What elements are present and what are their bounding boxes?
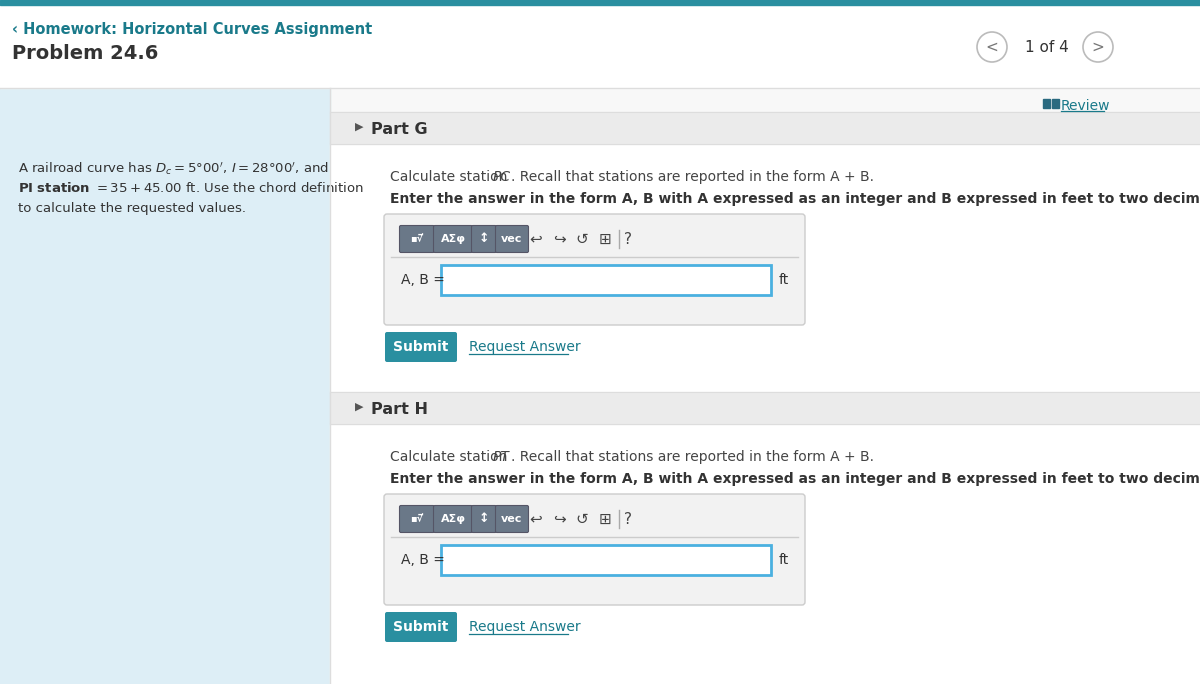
Text: Calculate station: Calculate station <box>390 170 511 184</box>
Bar <box>442 265 772 295</box>
Text: ⊞: ⊞ <box>599 231 611 246</box>
Text: ΑΣφ: ΑΣφ <box>440 234 466 244</box>
FancyBboxPatch shape <box>385 612 457 642</box>
Text: >: > <box>1092 40 1104 55</box>
Text: ↺: ↺ <box>576 231 588 246</box>
Text: . Recall that stations are reported in the form A + B.: . Recall that stations are reported in t… <box>511 450 874 464</box>
FancyBboxPatch shape <box>385 332 457 362</box>
Circle shape <box>1084 32 1114 62</box>
Bar <box>1043 99 1050 108</box>
Text: A railroad curve has $D_c = 5°00',\/ I = 28°00'$, and: A railroad curve has $D_c = 5°00',\/ I =… <box>18 160 329 176</box>
Text: Submit: Submit <box>394 340 449 354</box>
Text: Review: Review <box>1061 99 1110 113</box>
Text: to calculate the requested values.: to calculate the requested values. <box>18 202 246 215</box>
Text: 1 of 4: 1 of 4 <box>1025 40 1069 55</box>
Bar <box>330 424 1200 684</box>
Bar <box>330 88 1200 684</box>
Text: A, B =: A, B = <box>401 553 445 567</box>
Bar <box>0 88 330 684</box>
FancyBboxPatch shape <box>472 505 497 533</box>
Text: <: < <box>985 40 998 55</box>
FancyBboxPatch shape <box>433 505 473 533</box>
Text: ft: ft <box>779 553 790 567</box>
Text: ⊞: ⊞ <box>599 512 611 527</box>
Text: ↪: ↪ <box>553 512 565 527</box>
FancyBboxPatch shape <box>384 494 805 605</box>
FancyBboxPatch shape <box>496 226 528 252</box>
Text: ΑΣφ: ΑΣφ <box>440 514 466 524</box>
Text: Part G: Part G <box>371 122 427 137</box>
Text: Enter the answer in the form A, B with A expressed as an integer and B expressed: Enter the answer in the form A, B with A… <box>390 472 1200 486</box>
Bar <box>330 144 1200 392</box>
Text: Submit: Submit <box>394 620 449 634</box>
Text: A, B =: A, B = <box>401 273 445 287</box>
Text: ↕: ↕ <box>479 512 490 525</box>
FancyBboxPatch shape <box>400 226 434 252</box>
Text: $\mathbf{PI}$ $\mathbf{station}$ $= 35 + 45.00$ ft. Use the chord definition: $\mathbf{PI}$ $\mathbf{station}$ $= 35 +… <box>18 181 364 195</box>
Text: ▪√̅: ▪√̅ <box>410 514 424 524</box>
Text: ↕: ↕ <box>479 233 490 246</box>
Text: ?: ? <box>624 512 632 527</box>
FancyBboxPatch shape <box>472 226 497 252</box>
Text: ↩: ↩ <box>529 512 542 527</box>
Text: ft: ft <box>779 273 790 287</box>
Text: ↺: ↺ <box>576 512 588 527</box>
FancyBboxPatch shape <box>433 226 473 252</box>
Bar <box>330 112 1200 144</box>
Bar <box>1052 99 1060 108</box>
FancyBboxPatch shape <box>400 505 434 533</box>
Text: ?: ? <box>624 231 632 246</box>
Text: PT: PT <box>493 450 510 464</box>
Text: PC: PC <box>493 170 511 184</box>
Text: Part H: Part H <box>371 402 428 417</box>
Text: Request Answer: Request Answer <box>469 620 581 634</box>
Circle shape <box>977 32 1007 62</box>
Text: ▪√̅: ▪√̅ <box>410 234 424 244</box>
Text: ‹ Homework: Horizontal Curves Assignment: ‹ Homework: Horizontal Curves Assignment <box>12 22 372 37</box>
Text: Request Answer: Request Answer <box>469 340 581 354</box>
Text: vec: vec <box>502 234 523 244</box>
Bar <box>0 0 1200 5</box>
Bar <box>0 5 1200 88</box>
Text: vec: vec <box>502 514 523 524</box>
Text: ▶: ▶ <box>355 122 364 132</box>
Text: Problem 24.6: Problem 24.6 <box>12 44 158 63</box>
Text: Enter the answer in the form A, B with A expressed as an integer and B expressed: Enter the answer in the form A, B with A… <box>390 192 1200 206</box>
FancyBboxPatch shape <box>384 214 805 325</box>
Text: ↪: ↪ <box>553 231 565 246</box>
Text: Calculate station: Calculate station <box>390 450 511 464</box>
Text: ↩: ↩ <box>529 231 542 246</box>
Text: ▶: ▶ <box>355 402 364 412</box>
Text: . Recall that stations are reported in the form A + B.: . Recall that stations are reported in t… <box>511 170 874 184</box>
Bar <box>330 392 1200 424</box>
FancyBboxPatch shape <box>496 505 528 533</box>
Bar <box>442 545 772 575</box>
